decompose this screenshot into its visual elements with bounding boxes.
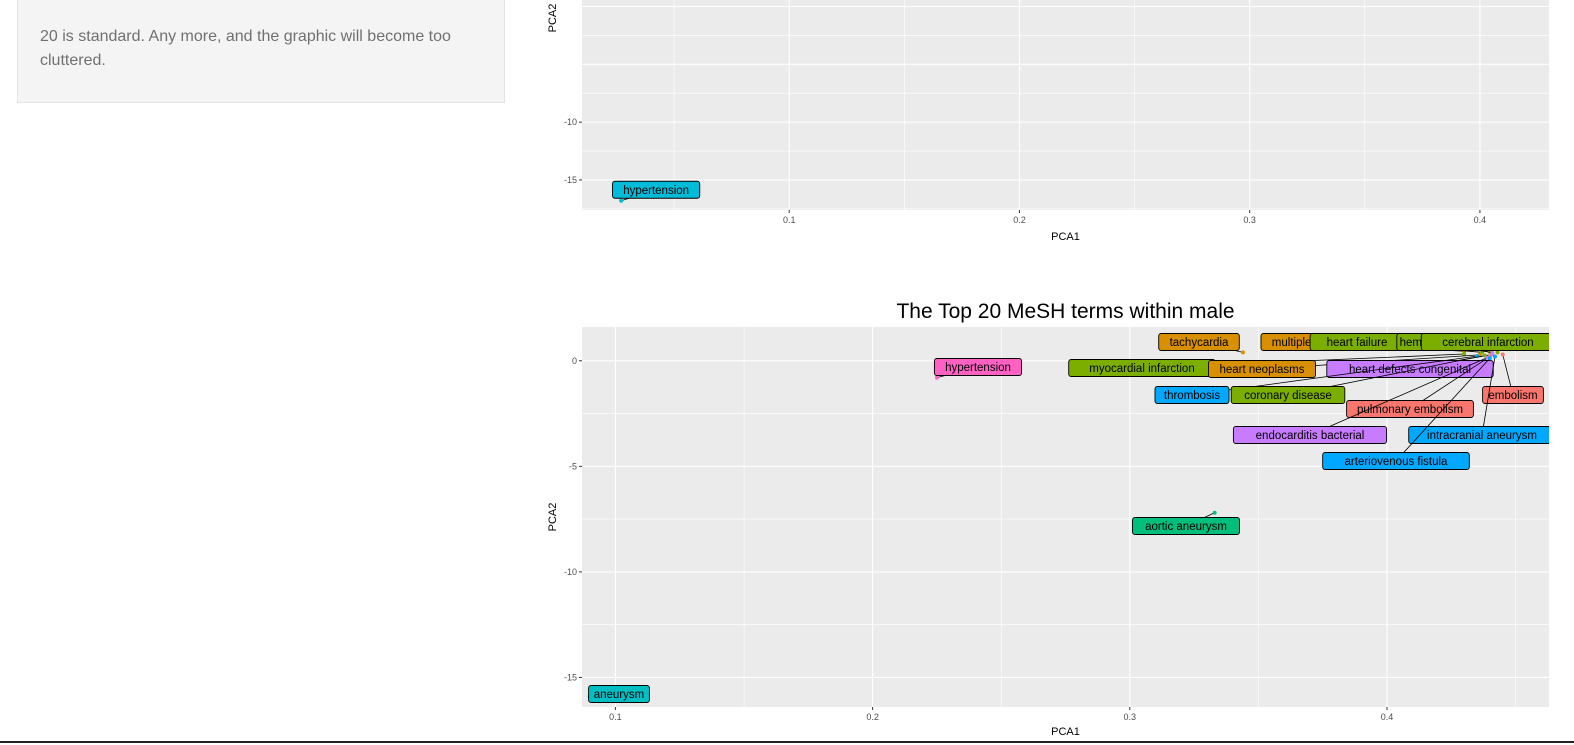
y-tick-label: 0 bbox=[572, 356, 577, 366]
point-label: cerebral infarction bbox=[1442, 337, 1533, 349]
help-text: 20 is standard. Any more, and the graphi… bbox=[40, 28, 451, 69]
y-tick-label: -10 bbox=[564, 117, 577, 127]
x-tick-label: 0.4 bbox=[1474, 215, 1487, 225]
point-label: myocardial infarction bbox=[1089, 363, 1194, 375]
plot-panel bbox=[582, 327, 1549, 707]
data-point bbox=[1500, 352, 1505, 357]
data-point bbox=[934, 375, 939, 380]
point-label: hypertension bbox=[623, 185, 689, 197]
x-axis-label: PCA1 bbox=[1051, 231, 1080, 243]
plot-panel bbox=[582, 0, 1549, 210]
label-leader-line bbox=[1481, 356, 1496, 436]
data-point bbox=[1212, 510, 1217, 515]
x-tick-label: 0.2 bbox=[1013, 215, 1026, 225]
point-label: aortic aneurysm bbox=[1145, 521, 1227, 533]
point-label: aneurysm bbox=[594, 689, 645, 701]
point-label: hypertension bbox=[945, 362, 1011, 374]
point-label: tachycardia bbox=[1170, 337, 1229, 349]
x-tick-label: 0.4 bbox=[1381, 712, 1394, 722]
y-axis-label: PCA2 bbox=[547, 4, 559, 33]
y-tick-label: -10 bbox=[564, 567, 577, 577]
point-label-box bbox=[1322, 452, 1470, 470]
point-label-box bbox=[1158, 333, 1240, 351]
y-tick-label: -15 bbox=[564, 672, 577, 682]
chart-2: 0.1 0.2 0.3 0.4 0 -5 -10 -15 PCA1 PCA2 The Top 20 … bbox=[547, 300, 1549, 738]
plot-marks: hypertension bbox=[612, 180, 701, 203]
data-point bbox=[1495, 350, 1500, 355]
point-label-box bbox=[1232, 426, 1388, 444]
point-label-box bbox=[1230, 386, 1346, 404]
point-label: coronary disease bbox=[1244, 390, 1332, 402]
point-label-box bbox=[612, 180, 701, 199]
data-point bbox=[1487, 356, 1492, 361]
point-label-box bbox=[588, 685, 650, 703]
label-leader-line bbox=[1395, 357, 1491, 462]
data-point bbox=[1492, 354, 1497, 359]
x-tick-label: 0.3 bbox=[1243, 215, 1256, 225]
x-tick-label: 0.1 bbox=[783, 215, 796, 225]
y-tick-label: -5 bbox=[569, 461, 577, 471]
point-label-box bbox=[1208, 360, 1316, 378]
point-label-box bbox=[1482, 386, 1544, 404]
x-tick-label: 0.2 bbox=[866, 712, 879, 722]
point-label: heart failure bbox=[1327, 337, 1388, 349]
data-point bbox=[619, 198, 624, 203]
point-label: heart defects congenital bbox=[1349, 364, 1471, 376]
y-tick-label: -15 bbox=[564, 175, 577, 185]
data-point bbox=[1462, 352, 1467, 357]
bottom-border bbox=[0, 741, 1574, 743]
chart-title: The Top 20 MeSH terms within male bbox=[896, 300, 1234, 323]
point-label: intracranial aneurysm bbox=[1427, 430, 1537, 442]
x-axis-label: PCA1 bbox=[1051, 726, 1080, 738]
point-label: thrombosis bbox=[1164, 390, 1220, 402]
chart-1: 0.1 0.2 0.3 0.4 -10 -15 PCA1 PCA2 hypertension bbox=[547, 0, 1549, 243]
point-label: endocarditis bacterial bbox=[1256, 430, 1365, 442]
point-label: pulmonary embolism bbox=[1357, 404, 1463, 416]
point-label-box bbox=[1154, 386, 1230, 404]
point-label: arteriovenous fistula bbox=[1345, 456, 1449, 468]
point-label: heart neoplasms bbox=[1219, 364, 1304, 376]
point-label-box bbox=[1420, 333, 1549, 351]
data-point bbox=[1240, 350, 1245, 355]
point-label-box bbox=[933, 358, 1023, 376]
point-label-box bbox=[1132, 517, 1240, 535]
point-label-box bbox=[1408, 426, 1549, 444]
help-panel: 20 is standard. Any more, and the graphi… bbox=[17, 0, 505, 103]
y-axis-label: PCA2 bbox=[547, 503, 559, 532]
x-tick-label: 0.1 bbox=[609, 712, 622, 722]
point-label: embolism bbox=[1488, 390, 1537, 402]
x-tick-label: 0.3 bbox=[1124, 712, 1137, 722]
label-leader-line bbox=[1309, 357, 1488, 436]
